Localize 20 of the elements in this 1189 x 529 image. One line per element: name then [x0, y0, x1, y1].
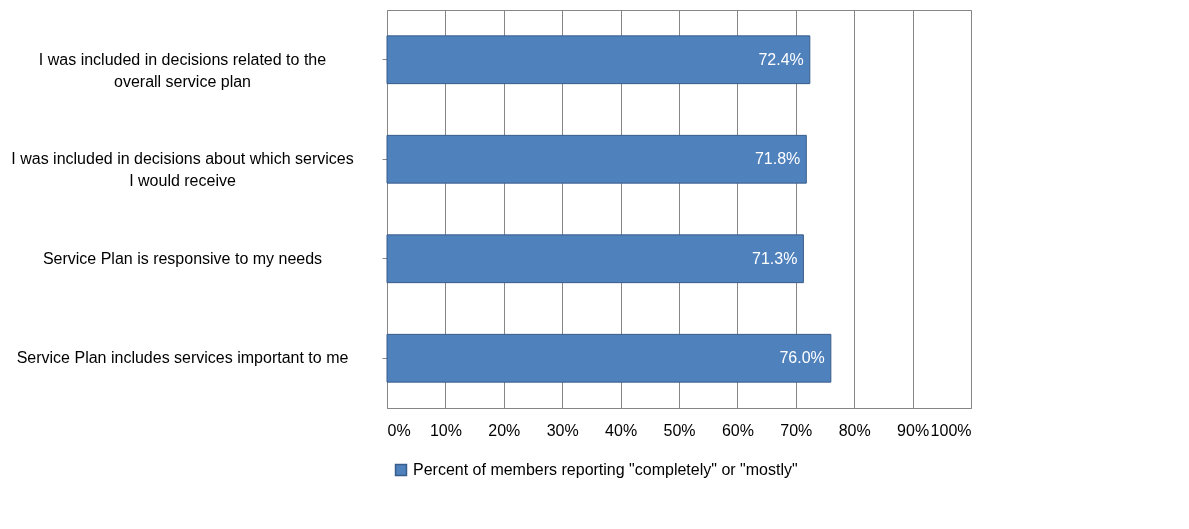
x-tick-label: 50%	[663, 421, 696, 439]
x-tick-label: 30%	[546, 421, 579, 439]
x-tick-label: 60%	[721, 421, 754, 439]
data-label: 76.0%	[779, 349, 825, 367]
y-tick-label: Service Plan is responsive to my needs	[42, 249, 323, 267]
x-tick-label: 90%	[897, 421, 930, 439]
x-tick-label: 100%	[930, 421, 972, 439]
data-label: 71.3%	[752, 249, 798, 267]
x-tick-label: 20%	[488, 421, 521, 439]
x-tick-label: 10%	[429, 421, 462, 439]
y-tick-label: I was included in decisions about which services I would receive	[11, 150, 354, 190]
legend-label: Percent of members reporting "completely" or "mostly"	[413, 461, 798, 478]
data-label: 71.8%	[754, 150, 801, 168]
x-tick-label: 0%	[387, 421, 411, 439]
y-tick-label: Service Plan includes services important to me	[16, 349, 349, 367]
x-tick-label: 70%	[780, 421, 813, 439]
x-tick-label: 80%	[838, 421, 871, 439]
x-tick-label: 40%	[605, 421, 638, 439]
y-tick-label: I was included in decisions related to the overall service plan	[38, 50, 327, 90]
data-label: 72.4%	[758, 50, 804, 68]
